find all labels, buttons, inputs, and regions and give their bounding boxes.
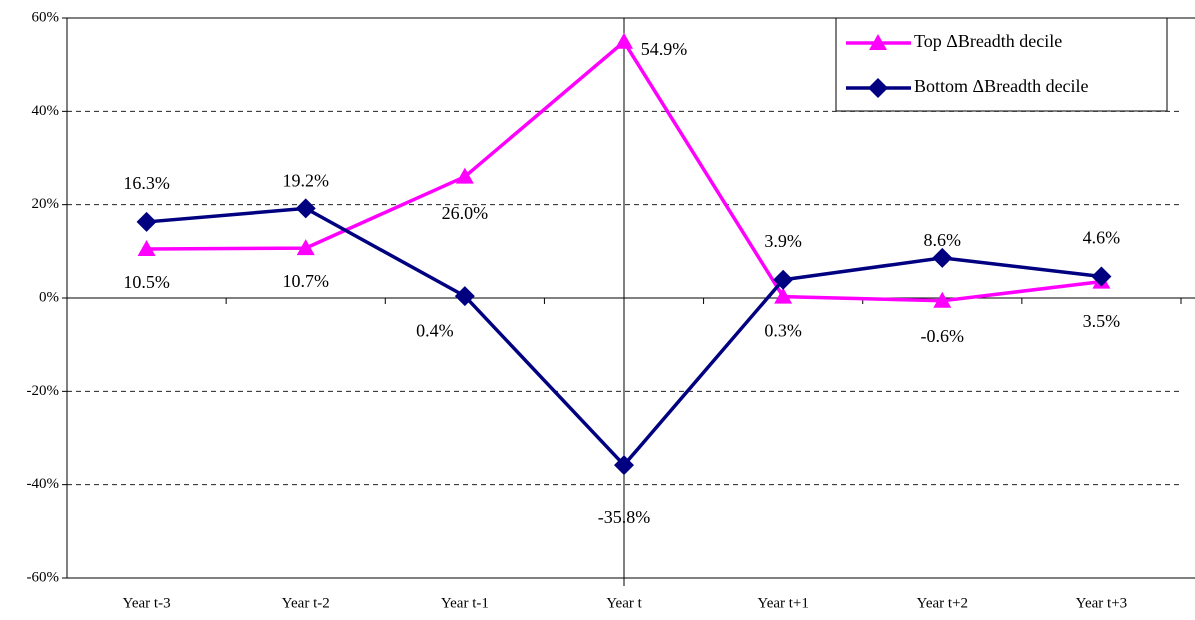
data-label: 26.0% [442,203,489,223]
y-tick-label: 60% [32,9,60,25]
data-label: 19.2% [282,171,329,191]
data-label: 10.7% [282,271,329,291]
x-tick-label: Year t-2 [282,595,330,611]
data-label: 0.3% [764,321,802,341]
point [932,247,953,268]
point [774,287,793,304]
legend-marker [868,78,888,98]
x-tick-label: Year t-3 [123,595,171,611]
data-label: 16.3% [123,173,170,193]
y-tick-label: -40% [27,476,60,492]
y-tick-label: 0% [39,289,59,305]
x-tick-label: Year t+1 [757,595,809,611]
legend-box [835,17,1168,112]
data-label: 8.6% [924,230,962,250]
x-tick-label: Year t+2 [917,595,969,611]
y-tick-label: 40% [32,103,60,119]
legend-label: Top ΔBreadth decile [914,31,1062,51]
point [454,286,475,307]
point [1091,266,1112,287]
point [773,269,794,290]
data-label: 3.5% [1083,311,1121,331]
y-tick-label: -60% [27,569,60,585]
x-tick-label: Year t-1 [441,595,489,611]
data-label: 4.6% [1083,228,1121,248]
legend-marker [869,34,887,50]
data-label: -0.6% [921,326,965,346]
point [295,198,316,219]
y-tick-label: 20% [32,196,60,212]
x-tick-label: Year t+3 [1076,595,1128,611]
point [136,211,157,232]
legend-label: Bottom ΔBreadth decile [914,76,1089,96]
x-tick-label: Year t [606,595,642,611]
point [455,167,474,184]
data-label: 54.9% [641,39,688,59]
data-label: 0.4% [416,320,454,340]
data-label: -35.8% [598,507,651,527]
point [296,239,315,256]
y-tick-label: -20% [27,383,60,399]
point [933,291,952,308]
data-label: 10.5% [123,272,170,292]
data-label: 3.9% [764,231,802,251]
point [137,240,156,256]
point [614,455,634,476]
point [615,32,633,49]
